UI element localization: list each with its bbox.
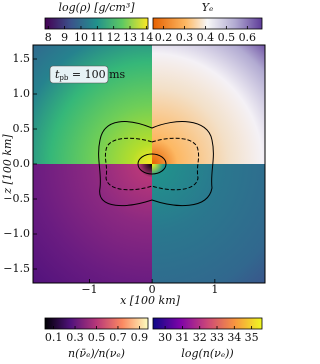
colorbar — [44, 17, 149, 30]
ratio-quadrant — [33, 164, 152, 283]
y-tick-label: 0.0 — [13, 157, 31, 170]
x-tick-label: −1 — [81, 283, 97, 296]
contour — [104, 137, 200, 191]
y-axis-label: z [100 km] — [1, 134, 14, 195]
annotation-text: = 100 ms — [68, 68, 125, 81]
colorbar-tick-label: 0.5 — [218, 31, 236, 44]
y-tick-label: 1.0 — [13, 87, 31, 100]
colorbar-tick-label: 10 — [74, 31, 88, 44]
y-tick-label: −1.0 — [3, 227, 30, 240]
colorbar-tick-label: 0.3 — [176, 31, 194, 44]
ye-quadrant — [152, 45, 265, 164]
colorbar-tick-label: 33 — [210, 331, 224, 344]
y-tick-label: 1.5 — [13, 52, 31, 65]
x-axis-label: x [100 km] — [120, 294, 181, 307]
contour — [98, 121, 214, 207]
colorbar-label: n(ν̄ₑ)/n(νₑ) — [68, 347, 125, 360]
colorbar-tick-label: 0.2 — [155, 31, 173, 44]
colorbar-tick-label: 13 — [123, 31, 137, 44]
contour — [137, 153, 167, 175]
colorbar-tick-label: 31 — [175, 331, 189, 344]
annotation-symbol: t — [55, 68, 60, 81]
annotation-subscript: pb — [59, 74, 68, 82]
colorbar — [152, 317, 263, 330]
x-tick-label: 0 — [149, 283, 156, 296]
colorbar-tick-label: 9 — [61, 31, 68, 44]
y-tick-label: −1.5 — [3, 262, 30, 275]
annotation-box — [49, 65, 109, 84]
plot-area: tpb = 100 ms — [32, 44, 266, 284]
y-tick-label: 0.5 — [13, 122, 31, 135]
colorbar-tick-label: 0.4 — [197, 31, 215, 44]
y-tick-label: −0.5 — [3, 192, 30, 205]
colorbar-label: log(n(νₑ)) — [181, 347, 233, 360]
x-tick-label: 1 — [211, 283, 218, 296]
density-quadrant — [33, 45, 152, 164]
annotation: tpb = 100 ms — [55, 68, 126, 82]
colorbar-tick-label: 0.7 — [109, 331, 127, 344]
colorbar-tick-label: 14 — [139, 31, 153, 44]
colorbar-tick-label: 35 — [245, 331, 259, 344]
colorbar-tick-label: 0.6 — [239, 31, 257, 44]
number-density-quadrant — [152, 164, 265, 283]
colorbar-tick-label: 0.9 — [131, 331, 149, 344]
figure: tpb = 100 ms x [100 km] z [100 km] −1 0 1 −… — [1, 1, 266, 360]
colorbar-tick-label: 32 — [193, 331, 207, 344]
colorbar-tick-label: 8 — [45, 31, 52, 44]
colorbar-tick-label: 30 — [158, 331, 172, 344]
colorbar — [152, 17, 263, 30]
colorbar-label: log(ρ) [g/cm³] — [58, 1, 135, 14]
colorbar-label: Yₑ — [202, 1, 214, 14]
colorbar-tick-label: 34 — [227, 331, 241, 344]
colorbar-tick-label: 0.3 — [66, 331, 84, 344]
colorbar-tick-label: 12 — [107, 31, 121, 44]
colorbar-tick-label: 0.1 — [45, 331, 63, 344]
colorbar-tick-label: 11 — [90, 31, 104, 44]
colorbar-tick-label: 0.5 — [88, 331, 106, 344]
